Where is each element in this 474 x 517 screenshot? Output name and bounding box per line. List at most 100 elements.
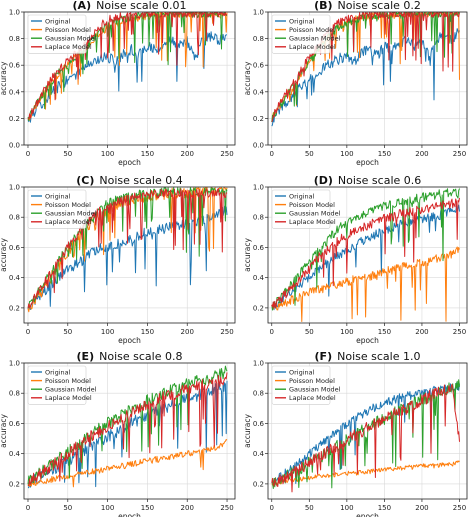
legend-box — [271, 365, 331, 405]
series-group — [27, 12, 228, 123]
legend-entry: Poisson Model — [45, 377, 91, 385]
x-tick-label: 200 — [415, 504, 428, 512]
y-tick-label: 0.4 — [253, 88, 265, 96]
y-axis-label: accuracy — [243, 61, 252, 95]
chart-panel: 0 50 100 150 200 250 0.0 0.2 0.4 0.6 0.8 1.0 epoch ac… — [0, 0, 236, 167]
panel-title-text: Noise scale 0.4 — [99, 174, 182, 187]
axes-frame — [23, 186, 236, 324]
y-tick-label: 0.2 — [9, 304, 20, 312]
x-tick-label: 0 — [270, 504, 274, 512]
legend-entry: Laplace Model — [289, 218, 336, 226]
legend-entry: Original — [45, 368, 71, 376]
panel-tag: (E) — [77, 350, 95, 363]
chart-title: (D) Noise scale 0.6 — [314, 174, 422, 187]
series-line — [27, 188, 228, 309]
panel-tag: (B) — [314, 0, 332, 12]
legend-box — [271, 189, 331, 229]
chart-title: (E) Noise scale 0.8 — [77, 350, 183, 363]
y-tick-label: 0.2 — [253, 480, 264, 488]
y-tick-label: 0.6 — [253, 62, 265, 70]
x-tick-label: 250 — [453, 504, 466, 512]
y-tick-label: 0.6 — [9, 244, 21, 252]
y-tick-label: 0.4 — [253, 450, 265, 458]
panel-title-text: Noise scale 1.0 — [337, 350, 420, 363]
x-tick-label: 100 — [340, 150, 353, 158]
series-line — [271, 379, 460, 489]
y-tick-label: 1.0 — [253, 360, 264, 368]
y-tick-label: 0.2 — [9, 480, 20, 488]
y-tick-label: 0.8 — [253, 35, 264, 43]
y-tick-label: 0.4 — [253, 274, 265, 282]
legend-entry: Poisson Model — [45, 201, 91, 209]
chart-panel: 0 50 100 150 200 250 0.2 0.4 0.6 0.8 1.0 epoch accur… — [0, 174, 236, 345]
x-axis-label: epoch — [118, 336, 141, 345]
legend-entry: Poisson Model — [289, 377, 335, 385]
y-tick-label: 0.8 — [253, 214, 264, 222]
y-tick-label: 0.0 — [9, 142, 20, 150]
x-axis-label: epoch — [356, 336, 379, 345]
legend-entry: Laplace Model — [45, 394, 92, 402]
y-tick-label: 0.6 — [9, 62, 21, 70]
chart-title: (B) Noise scale 0.2 — [314, 0, 421, 12]
axes-frame — [267, 362, 468, 500]
panel-tag: (C) — [76, 174, 94, 187]
y-tick-label: 0.8 — [253, 390, 264, 398]
x-tick-label: 150 — [141, 328, 154, 336]
x-tick-label: 200 — [415, 150, 428, 158]
x-tick-label: 100 — [101, 504, 114, 512]
x-tick-label: 150 — [378, 504, 391, 512]
y-tick-label: 0.2 — [9, 115, 20, 123]
x-tick-label: 100 — [101, 328, 114, 336]
x-tick-label: 50 — [305, 328, 314, 336]
y-tick-label: 0.4 — [9, 450, 21, 458]
legend-entry: Gaussian Model — [45, 386, 97, 394]
legend-entry: Original — [289, 192, 315, 200]
legend-entry: Laplace Model — [289, 394, 336, 402]
axes-frame — [23, 362, 236, 500]
x-axis-label: epoch — [118, 512, 141, 517]
x-tick-label: 0 — [270, 150, 274, 158]
x-tick-label: 150 — [141, 504, 154, 512]
panel-title-text: Noise scale 0.8 — [99, 350, 182, 363]
x-tick-label: 250 — [453, 328, 466, 336]
y-tick-label: 1.0 — [253, 184, 264, 192]
panel-title-text: Noise scale 0.01 — [96, 0, 186, 12]
series-group — [27, 365, 228, 489]
y-tick-label: 1.0 — [9, 184, 20, 192]
x-tick-label: 50 — [63, 150, 72, 158]
x-tick-label: 100 — [340, 504, 353, 512]
legend-box — [27, 189, 87, 229]
x-tick-label: 0 — [26, 504, 30, 512]
chart-panel: 0 50 100 150 200 250 0.2 0.4 0.6 0.8 1.0 epoch accur… — [243, 350, 468, 517]
series-line — [271, 28, 460, 127]
x-tick-label: 50 — [305, 504, 314, 512]
series-line — [271, 460, 460, 486]
legend-entry: Original — [289, 368, 315, 376]
y-axis-label: accuracy — [0, 414, 8, 448]
legend-entry: Original — [45, 17, 71, 25]
y-tick-label: 0.2 — [253, 304, 264, 312]
chart-panel: 0 50 100 150 200 250 0.0 0.2 0.4 0.6 0.8 1.0 epoch ac… — [243, 0, 468, 167]
legend-entry: Original — [45, 192, 71, 200]
legend-entry: Gaussian Model — [45, 210, 97, 218]
legend-entry: Poisson Model — [289, 26, 335, 34]
series-line — [271, 197, 460, 309]
legend-entry: Gaussian Model — [289, 210, 341, 218]
y-tick-label: 0.8 — [9, 390, 20, 398]
x-tick-label: 50 — [63, 328, 72, 336]
series-line — [27, 439, 228, 488]
y-axis-label: accuracy — [243, 414, 252, 448]
legend-entry: Original — [289, 17, 315, 25]
axes-frame — [267, 11, 468, 146]
x-tick-label: 200 — [415, 328, 428, 336]
x-tick-label: 250 — [453, 150, 466, 158]
panel-tag: (D) — [314, 174, 333, 187]
legend-entry: Gaussian Model — [289, 35, 341, 43]
legend-box — [27, 14, 87, 54]
series-line — [27, 12, 228, 120]
x-tick-label: 0 — [26, 150, 30, 158]
